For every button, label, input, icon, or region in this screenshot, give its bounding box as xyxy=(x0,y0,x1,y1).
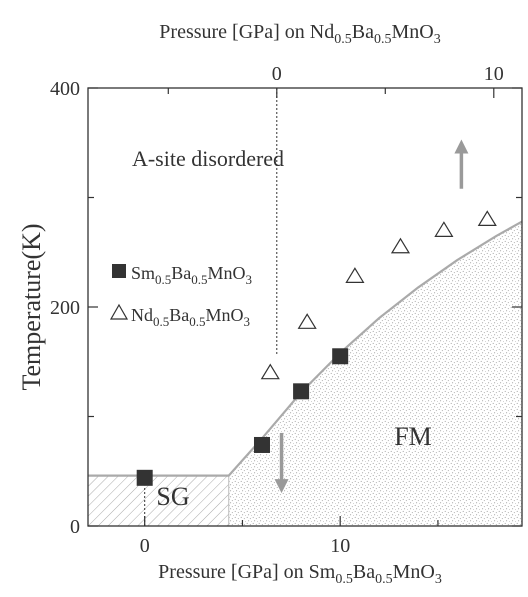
marks-layer xyxy=(136,210,497,486)
lines-layer xyxy=(88,88,523,526)
sm-data-point xyxy=(293,383,310,400)
y-tick-label: 200 xyxy=(50,297,80,319)
region-label-plain: A-site disordered xyxy=(132,146,284,171)
nd-data-point xyxy=(297,313,317,329)
nd-data-point xyxy=(434,221,454,237)
sm-data-point xyxy=(332,348,349,365)
sm-data-point xyxy=(253,436,270,453)
top-tick-label: 0 xyxy=(272,63,282,85)
nd-data-point xyxy=(345,267,365,283)
bottom-tick-label: 10 xyxy=(330,535,350,557)
y-tick-label: 0 xyxy=(70,516,80,538)
axes-layer xyxy=(87,87,523,527)
fm-region xyxy=(228,221,522,526)
top-axis-title: Pressure [GPa] on Nd0.5Ba0.5MnO3 xyxy=(159,21,440,47)
legend-triangle-marker xyxy=(109,303,129,320)
bottom-tick-label: 0 xyxy=(140,535,150,557)
y-tick-label: 400 xyxy=(50,78,80,100)
phase-boundary-line xyxy=(88,220,523,477)
legend-label: Sm0.5Ba0.5MnO3 xyxy=(131,263,252,287)
legend-square-marker xyxy=(112,264,126,278)
arrow-up-head xyxy=(454,139,469,154)
bottom-axis-title: Pressure [GPa] on Sm0.5Ba0.5MnO3 xyxy=(158,561,442,587)
legend-label: Nd0.5Ba0.5MnO3 xyxy=(131,305,250,329)
region-label-hatched: SG xyxy=(156,482,189,511)
sm-data-point xyxy=(136,469,153,486)
top-tick-label: 10 xyxy=(484,63,504,85)
y-axis-title: Temperature(K) xyxy=(17,223,46,390)
nd-data-point xyxy=(477,210,497,226)
nd-data-point xyxy=(260,363,280,380)
nd-data-point xyxy=(390,237,411,254)
sg-region xyxy=(88,475,229,526)
regions-layer xyxy=(88,221,522,526)
arrow-down-head xyxy=(274,479,289,494)
region-label-stippled: FM xyxy=(394,422,432,451)
